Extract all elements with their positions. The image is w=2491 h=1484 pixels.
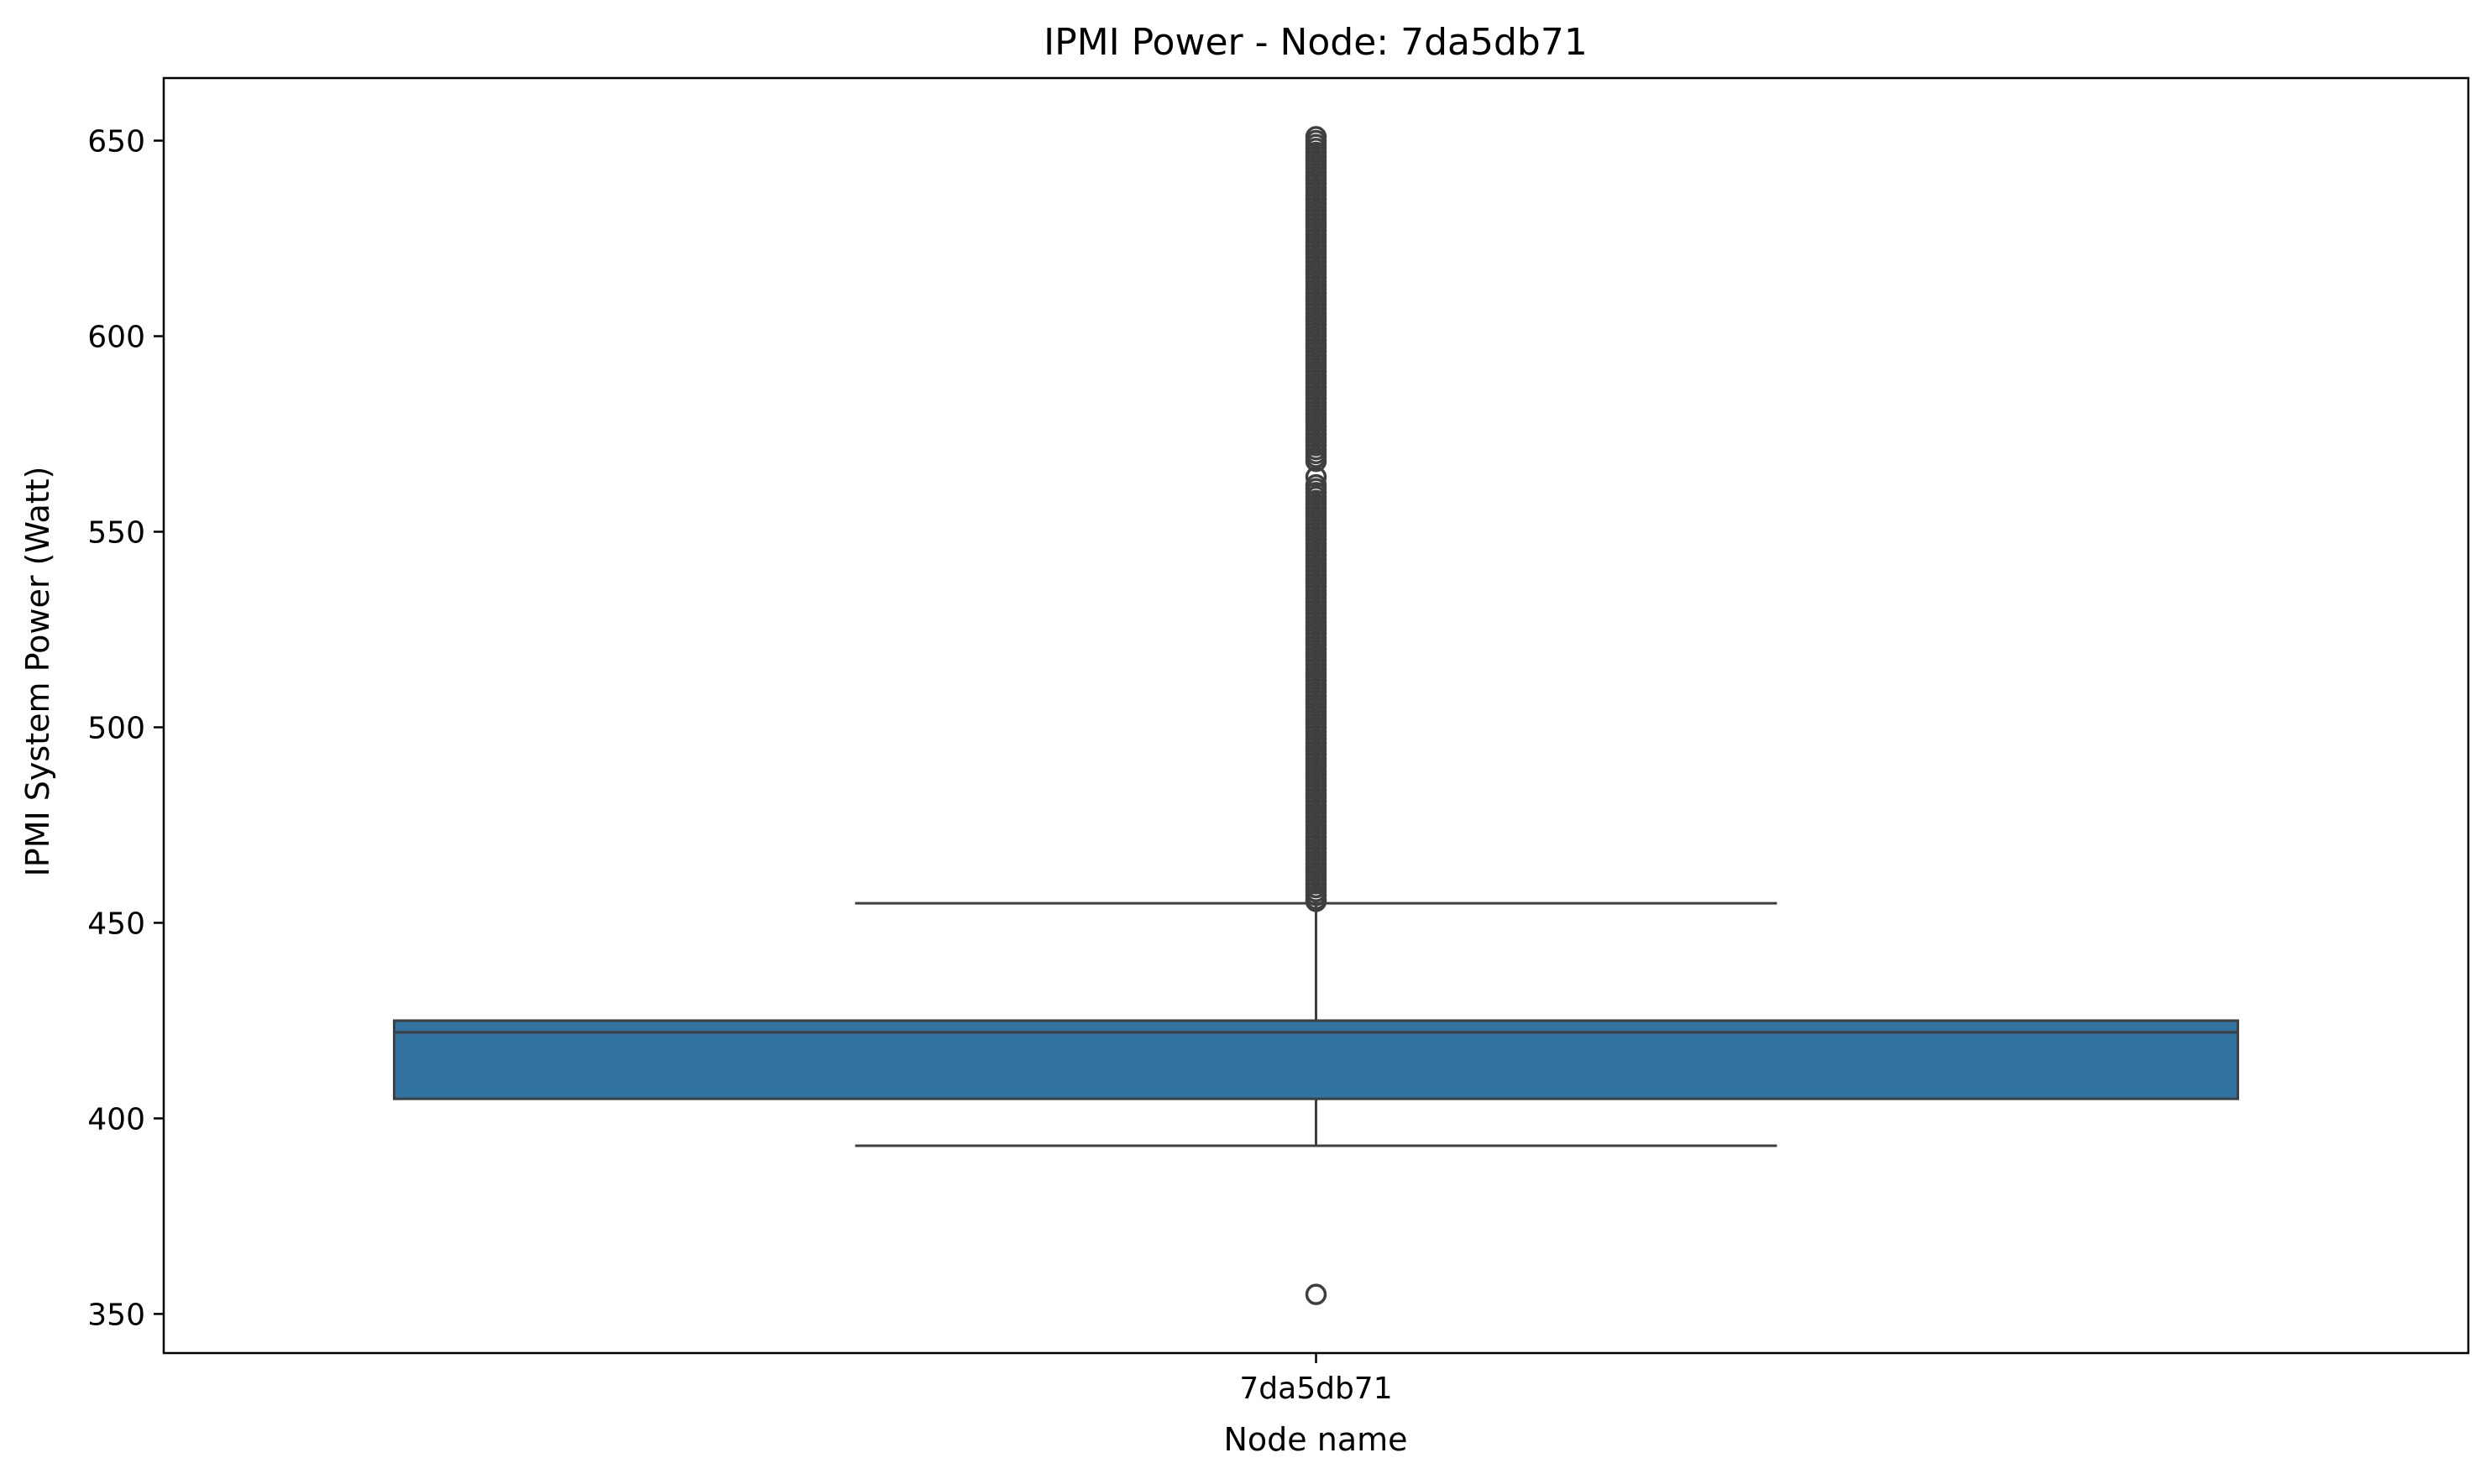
- y-tick-label: 350: [87, 1298, 145, 1332]
- chart-title: IPMI Power - Node: 7da5db71: [1044, 21, 1588, 64]
- y-tick-label: 650: [87, 125, 145, 159]
- y-tick-label: 500: [87, 711, 145, 745]
- y-tick-label: 550: [87, 516, 145, 551]
- x-axis-ticks: 7da5db71: [1239, 1353, 1393, 1406]
- x-axis-label: Node name: [1223, 1421, 1407, 1458]
- y-tick-label: 400: [87, 1102, 145, 1137]
- outlier-point: [1305, 1283, 1327, 1305]
- y-tick-label: 600: [87, 321, 145, 355]
- iqr-box: [393, 1019, 2239, 1100]
- y-axis-ticks: 350 400 450 500 550 600 650: [87, 125, 164, 1332]
- box-series: [393, 126, 2239, 1305]
- outlier-point: [1305, 473, 1327, 496]
- y-axis-label: IPMI System Power (Watt): [19, 467, 56, 877]
- plot-area-frame: [162, 76, 2470, 1355]
- x-tick-label: 7da5db71: [1239, 1372, 1392, 1406]
- y-tick-label: 450: [87, 907, 145, 941]
- outlier-point: [1305, 126, 1327, 148]
